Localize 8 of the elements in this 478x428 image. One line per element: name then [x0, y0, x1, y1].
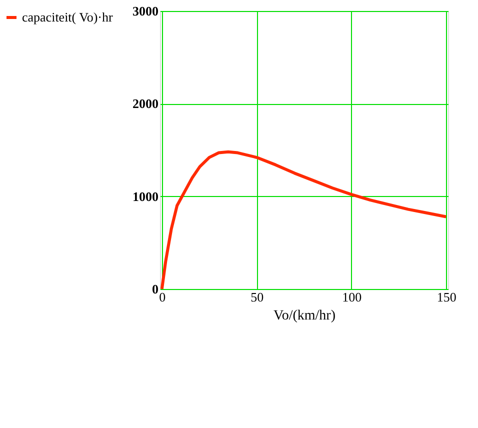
- x-axis-title: Vo/(km/hr): [274, 308, 336, 324]
- y-tick-label: 1000: [132, 188, 158, 204]
- y-tick-label: 2000: [132, 96, 158, 112]
- y-tick-label: 3000: [132, 4, 158, 18]
- x-tick-label: 100: [342, 290, 362, 304]
- x-tick-label: 50: [250, 290, 264, 304]
- x-tick-label: 150: [436, 290, 456, 304]
- legend-label: capaciteit( Vo)·hr: [22, 10, 114, 24]
